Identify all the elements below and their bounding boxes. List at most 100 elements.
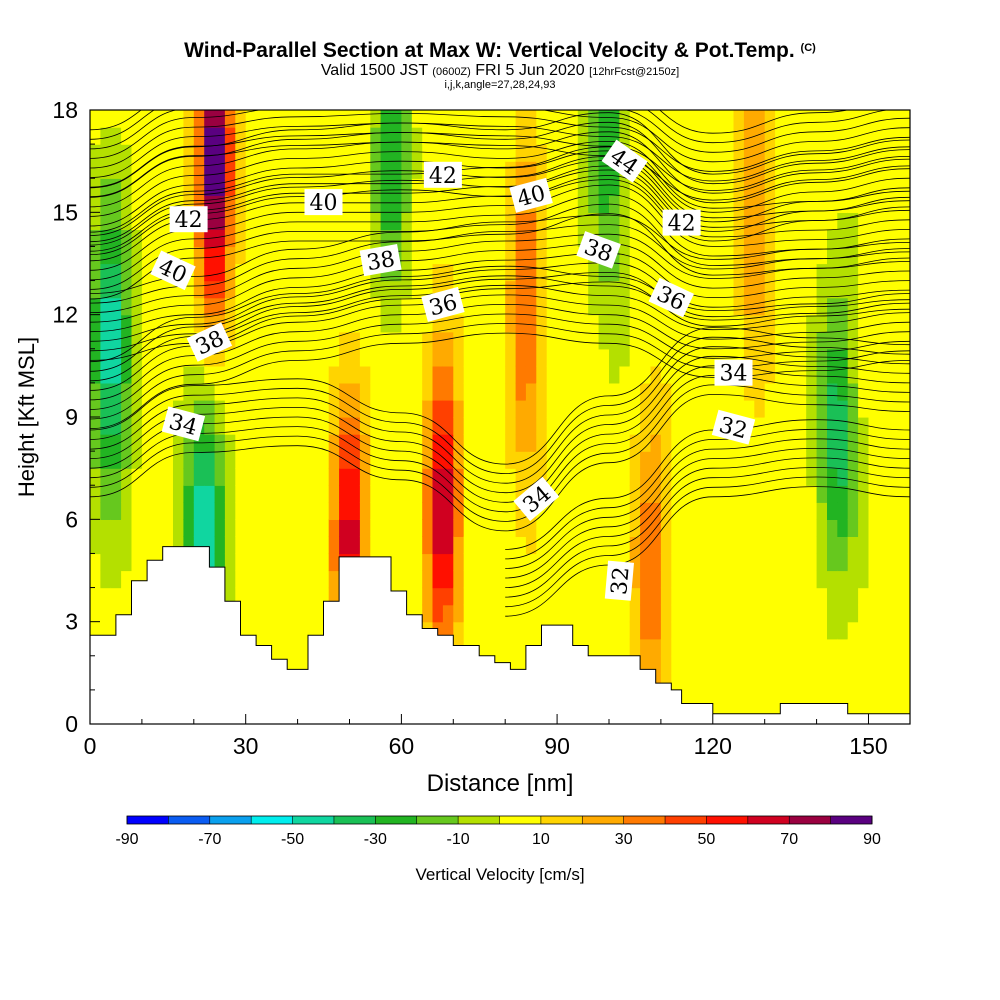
colorbar-swatch bbox=[127, 816, 169, 824]
velocity-cell bbox=[453, 417, 465, 435]
velocity-cell bbox=[359, 399, 371, 418]
velocity-cell bbox=[308, 417, 319, 435]
theta-isentrope bbox=[90, 281, 910, 361]
velocity-cell bbox=[650, 434, 662, 452]
velocity-cell bbox=[359, 229, 371, 248]
colorbar-swatch bbox=[582, 816, 625, 824]
velocity-cell bbox=[692, 451, 703, 469]
velocity-cell bbox=[453, 127, 465, 145]
velocity-cell bbox=[463, 246, 475, 265]
velocity-cell bbox=[193, 280, 205, 299]
velocity-cell bbox=[546, 178, 558, 196]
velocity-cell bbox=[827, 229, 838, 248]
velocity-cell bbox=[536, 229, 548, 248]
velocity-cell bbox=[775, 365, 787, 384]
velocity-cell bbox=[837, 314, 849, 333]
velocity-cell bbox=[712, 519, 724, 537]
colorbar-tick-label: -30 bbox=[364, 831, 387, 848]
theta-isentrope bbox=[505, 438, 910, 569]
velocity-cell bbox=[847, 399, 859, 418]
velocity-cell bbox=[743, 110, 755, 128]
velocity-cell bbox=[878, 536, 890, 555]
velocity-cell bbox=[899, 485, 910, 503]
velocity-cell bbox=[650, 314, 662, 333]
velocity-cell bbox=[224, 110, 236, 128]
velocity-cell bbox=[640, 348, 652, 367]
velocity-cell bbox=[121, 331, 133, 350]
velocity-cell bbox=[889, 587, 901, 606]
velocity-cell bbox=[588, 468, 600, 486]
velocity-cell bbox=[339, 382, 351, 401]
velocity-cell bbox=[899, 502, 910, 520]
velocity-cell bbox=[297, 451, 309, 469]
velocity-cell bbox=[90, 434, 101, 452]
velocity-cell bbox=[640, 263, 652, 282]
velocity-cell bbox=[141, 399, 153, 418]
velocity-cell bbox=[847, 570, 859, 589]
velocity-cell bbox=[349, 314, 361, 333]
velocity-cell bbox=[743, 382, 755, 401]
velocity-cell bbox=[204, 178, 216, 196]
velocity-cell bbox=[878, 553, 890, 572]
velocity-cell bbox=[629, 348, 641, 367]
velocity-cell bbox=[536, 536, 548, 555]
velocity-cell bbox=[287, 468, 299, 486]
velocity-cell bbox=[785, 229, 797, 248]
velocity-cell bbox=[318, 587, 330, 606]
velocity-cell bbox=[359, 178, 371, 196]
velocity-cell bbox=[702, 655, 714, 674]
velocity-cell bbox=[235, 110, 247, 128]
velocity-cell bbox=[827, 161, 838, 179]
velocity-cell bbox=[318, 212, 330, 230]
velocity-cell bbox=[173, 161, 184, 179]
velocity-cell bbox=[640, 382, 652, 401]
velocity-cell bbox=[577, 468, 589, 486]
velocity-cell bbox=[702, 297, 714, 316]
velocity-cell bbox=[723, 502, 735, 520]
velocity-cell bbox=[318, 570, 330, 589]
velocity-cell bbox=[775, 314, 787, 333]
velocity-cell bbox=[858, 502, 870, 520]
velocity-cell bbox=[235, 519, 247, 537]
velocity-cell bbox=[484, 399, 496, 418]
velocity-cell bbox=[474, 553, 486, 572]
velocity-cell bbox=[650, 399, 662, 418]
velocity-cell bbox=[723, 144, 735, 162]
velocity-cell bbox=[816, 280, 828, 299]
velocity-cell bbox=[733, 502, 745, 520]
velocity-cell bbox=[775, 587, 787, 606]
velocity-cell bbox=[256, 485, 268, 503]
velocity-cell bbox=[193, 519, 205, 537]
velocity-cell bbox=[256, 314, 268, 333]
velocity-cell bbox=[525, 263, 537, 282]
velocity-cell bbox=[546, 297, 558, 316]
velocity-cell bbox=[619, 399, 631, 418]
velocity-cell bbox=[152, 399, 164, 418]
velocity-cell bbox=[712, 655, 724, 674]
velocity-cell bbox=[515, 331, 527, 350]
velocity-cell bbox=[681, 604, 693, 623]
velocity-cell bbox=[256, 587, 268, 606]
velocity-cell bbox=[847, 263, 859, 282]
velocity-cell bbox=[110, 451, 122, 469]
velocity-cell bbox=[442, 144, 454, 162]
velocity-cell bbox=[588, 417, 600, 435]
velocity-cell bbox=[515, 365, 527, 384]
velocity-cell bbox=[121, 485, 133, 503]
velocity-cell bbox=[214, 229, 226, 248]
velocity-cell bbox=[795, 570, 807, 589]
velocity-cell bbox=[411, 519, 423, 537]
velocity-cell bbox=[577, 161, 589, 179]
velocity-cell bbox=[401, 263, 413, 282]
velocity-cell bbox=[463, 451, 475, 469]
velocity-cell bbox=[754, 399, 766, 418]
contour-label: 32 bbox=[604, 560, 635, 601]
velocity-cell bbox=[899, 689, 910, 708]
velocity-cell bbox=[712, 212, 724, 230]
velocity-cell bbox=[816, 417, 828, 435]
velocity-cell bbox=[183, 536, 195, 555]
velocity-cell bbox=[827, 365, 838, 384]
velocity-cell bbox=[121, 127, 133, 145]
velocity-cell bbox=[598, 144, 610, 162]
velocity-cell bbox=[712, 604, 724, 623]
